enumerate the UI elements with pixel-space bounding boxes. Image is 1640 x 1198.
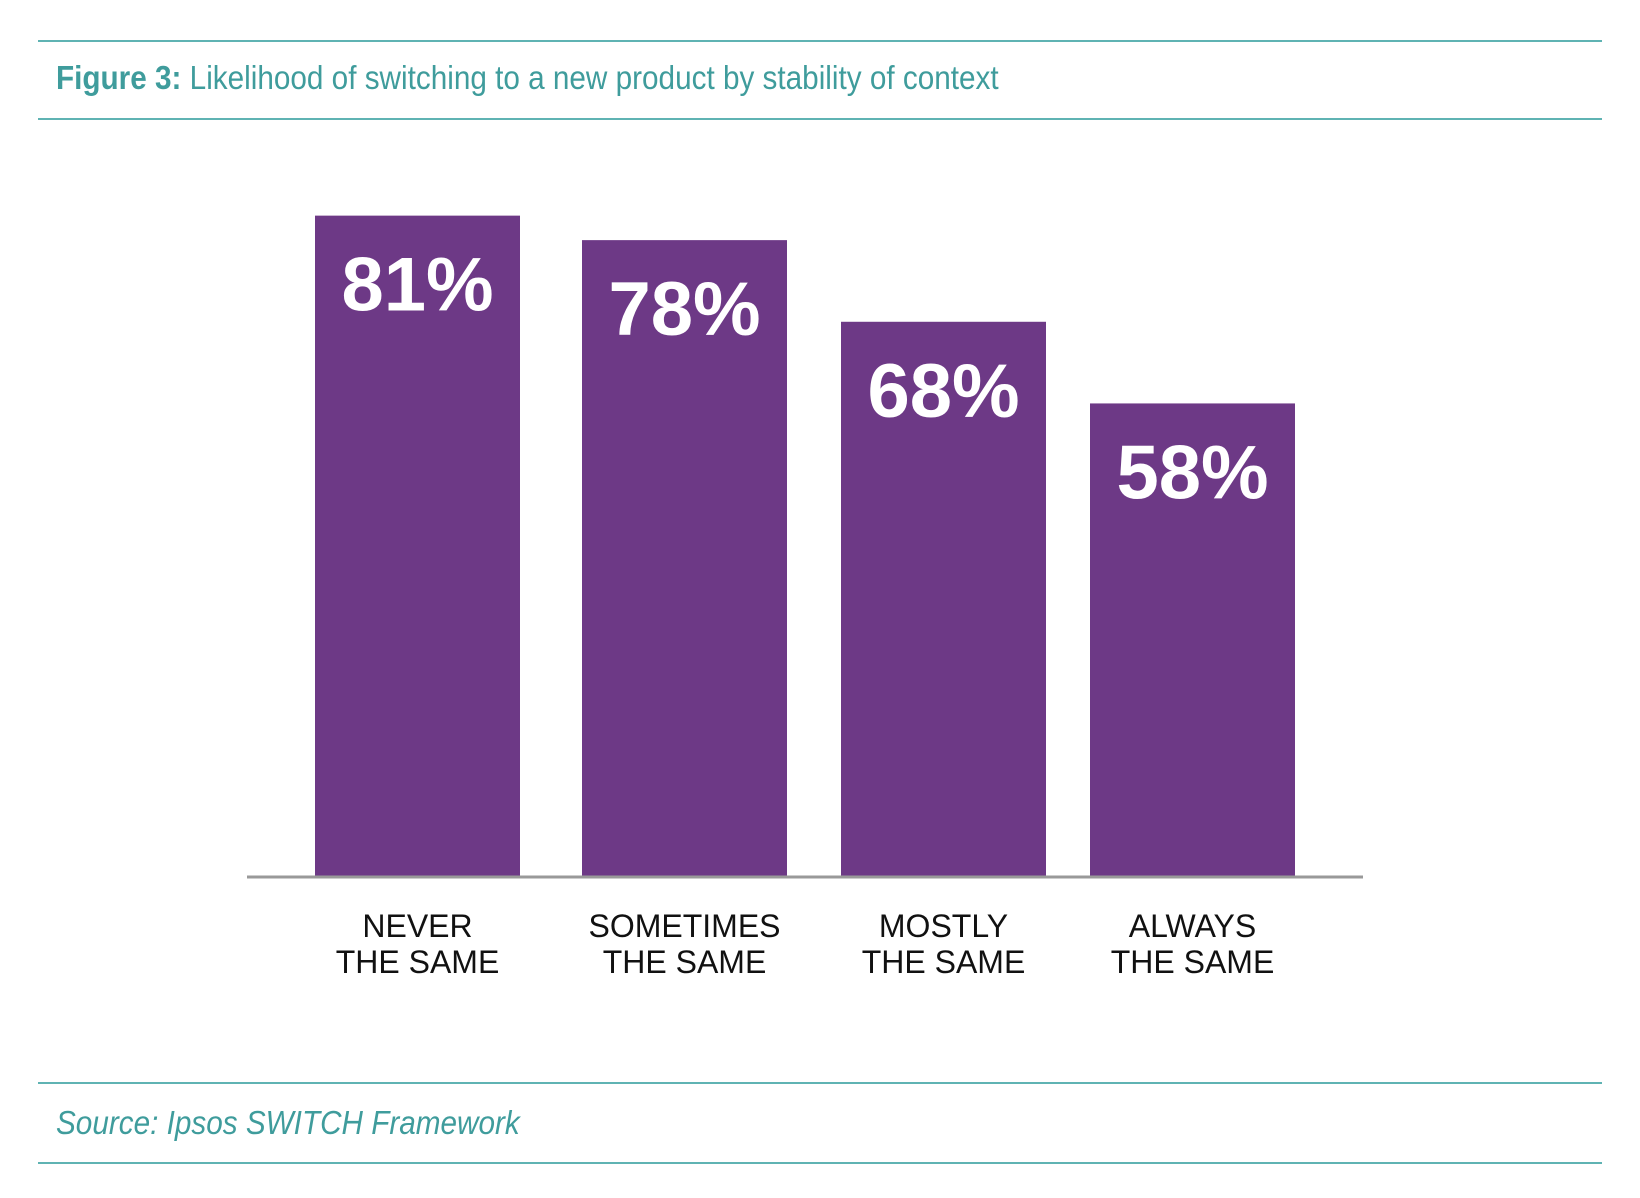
- value-label-2: 78%: [608, 267, 760, 352]
- category-label-line: THE SAME: [603, 944, 767, 980]
- bars-group: [315, 215, 1295, 877]
- category-label-line: THE SAME: [1111, 944, 1275, 980]
- category-label-3: MOSTLY THE SAME: [862, 908, 1026, 980]
- bar-3: [841, 321, 1046, 877]
- bottom-rule: [38, 1162, 1602, 1164]
- bar-2: [582, 240, 787, 877]
- category-label-4: ALWAYS THE SAME: [1111, 908, 1275, 980]
- category-label-line: THE SAME: [862, 944, 1026, 980]
- category-label-line: THE SAME: [336, 944, 500, 980]
- title-rule: [38, 118, 1602, 120]
- bar-1: [315, 215, 520, 877]
- source-top-rule: [38, 1082, 1602, 1084]
- source-note: Source: Ipsos SWITCH Framework: [56, 1104, 520, 1141]
- category-label-line: NEVER: [362, 908, 472, 944]
- category-label-line: SOMETIMES: [588, 908, 780, 944]
- bar-4: [1090, 403, 1295, 877]
- figure-title: Figure 3: Likelihood of switching to a n…: [56, 56, 999, 100]
- category-label-line: MOSTLY: [879, 908, 1008, 944]
- value-label-1: 81%: [341, 243, 493, 328]
- value-labels-group: 81% 78% 68% 58%: [341, 243, 1268, 516]
- top-rule: [38, 40, 1602, 42]
- category-label-line: ALWAYS: [1129, 908, 1256, 944]
- category-label-1: NEVER THE SAME: [336, 908, 500, 980]
- figure-title-text: Likelihood of switching to a new product…: [181, 59, 999, 96]
- value-label-3: 68%: [867, 349, 1019, 434]
- value-label-4: 58%: [1116, 430, 1268, 515]
- category-label-2: SOMETIMES THE SAME: [588, 908, 780, 980]
- figure-number: Figure 3:: [56, 59, 182, 96]
